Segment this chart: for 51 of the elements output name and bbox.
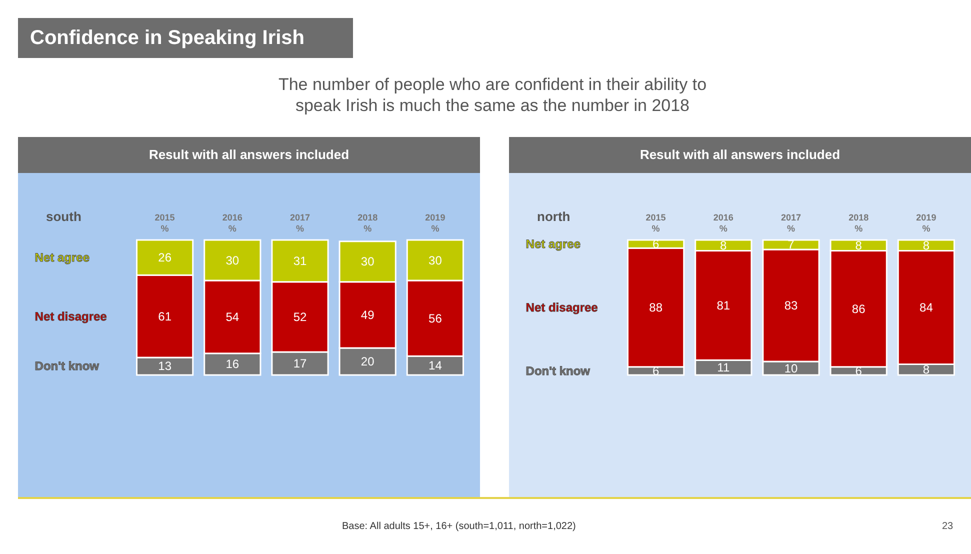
chart-title: Result with all answers included bbox=[18, 137, 480, 173]
data-label: 8 bbox=[922, 238, 930, 252]
x-tick-label: 2018 % bbox=[848, 212, 869, 234]
x-tick-label: 2018 % bbox=[358, 212, 378, 234]
x-tick-label: 2015 % bbox=[154, 212, 175, 234]
x-tick-label: 2016 % bbox=[713, 212, 734, 234]
data-label: 86 bbox=[852, 302, 866, 316]
text: Net agree bbox=[526, 237, 581, 252]
text: Don't know bbox=[526, 364, 591, 378]
data-label: 8 bbox=[720, 238, 728, 252]
text: Net disagree bbox=[526, 300, 598, 314]
data-label: 7 bbox=[788, 238, 795, 252]
data-label: 49 bbox=[360, 308, 375, 322]
data-label: 84 bbox=[920, 300, 934, 314]
data-label: 11 bbox=[717, 360, 730, 375]
x-tick-label: 2019 % bbox=[916, 212, 936, 234]
data-label: 30 bbox=[226, 253, 240, 268]
data-label: 20 bbox=[360, 354, 375, 368]
text: 23 bbox=[942, 521, 954, 532]
text: Base: All adults 15+, 16+ (south=1,011, north=1,022) bbox=[342, 521, 576, 532]
data-label: 83 bbox=[784, 298, 798, 312]
text: Net disagree bbox=[34, 309, 108, 324]
data-label: 16 bbox=[226, 357, 240, 372]
data-label: 13 bbox=[158, 359, 172, 374]
data-label: 8 bbox=[922, 362, 930, 377]
data-label: 26 bbox=[158, 250, 172, 265]
data-label: 61 bbox=[158, 309, 172, 324]
text: Confidence in Speaking Irish bbox=[18, 18, 353, 58]
chart-subtitle: north bbox=[537, 209, 570, 224]
data-label: 17 bbox=[293, 356, 307, 371]
data-label: 14 bbox=[428, 358, 442, 373]
x-tick-label: 2017 % bbox=[290, 212, 310, 234]
data-label: 52 bbox=[293, 310, 307, 324]
text: Net agree bbox=[34, 250, 90, 265]
x-tick-label: 2016 % bbox=[222, 212, 242, 234]
x-tick-label: 2017 % bbox=[780, 212, 802, 234]
chart-title: Result with all answers included bbox=[509, 137, 971, 173]
text: Don't know bbox=[34, 359, 100, 374]
data-label: 30 bbox=[428, 253, 442, 268]
data-label: 31 bbox=[293, 254, 307, 268]
data-label: 81 bbox=[716, 298, 730, 312]
x-tick-label: 2015 % bbox=[646, 212, 666, 234]
data-label: 30 bbox=[360, 254, 375, 269]
chart-subtitle: south bbox=[46, 209, 82, 224]
text: The number of people who are confident in their ability to speak Irish is much the same as the number in 2018 bbox=[277, 74, 708, 116]
data-label: 56 bbox=[428, 311, 442, 326]
data-label: 88 bbox=[649, 300, 663, 314]
data-label: 10 bbox=[784, 361, 798, 376]
x-tick-label: 2019 % bbox=[425, 212, 446, 234]
data-label: 54 bbox=[226, 310, 240, 324]
data-label: 8 bbox=[855, 238, 862, 252]
